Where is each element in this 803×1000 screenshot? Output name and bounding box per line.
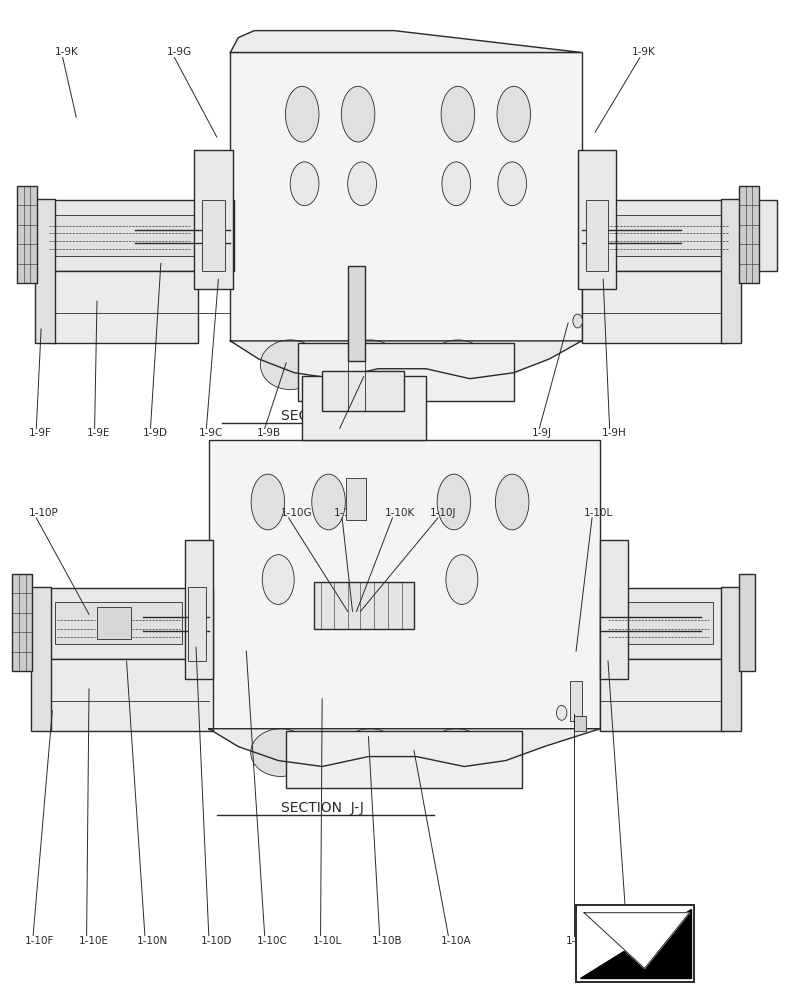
Text: 1-10C: 1-10C (256, 936, 287, 946)
Text: 1-9H: 1-9H (601, 428, 626, 438)
Text: 1-10L: 1-10L (312, 936, 341, 946)
Ellipse shape (285, 86, 319, 142)
Bar (194, 150, 232, 289)
Text: 1-10H: 1-10H (334, 508, 365, 518)
Bar (47, 215, 194, 256)
Text: 1-9K: 1-9K (631, 47, 655, 57)
Text: 1-9K: 1-9K (55, 47, 79, 57)
Text: 1-9C: 1-9C (198, 428, 222, 438)
Text: SECTION  I-I: SECTION I-I (280, 409, 363, 423)
Bar (202, 200, 225, 271)
Text: SECTION  J-J: SECTION J-J (280, 801, 363, 815)
Ellipse shape (260, 340, 320, 390)
Text: 1-10P: 1-10P (28, 508, 58, 518)
Bar (35, 200, 234, 271)
Ellipse shape (441, 86, 474, 142)
Polygon shape (230, 31, 581, 52)
Bar (581, 200, 777, 271)
Bar (49, 588, 213, 659)
Ellipse shape (573, 314, 581, 328)
Ellipse shape (497, 162, 526, 206)
Text: 1-9A: 1-9A (332, 428, 356, 438)
Ellipse shape (290, 162, 319, 206)
Ellipse shape (446, 555, 477, 604)
Bar (599, 588, 727, 659)
Ellipse shape (262, 555, 294, 604)
Bar (720, 199, 740, 343)
Polygon shape (579, 909, 690, 978)
Ellipse shape (312, 474, 344, 530)
Bar (599, 540, 627, 679)
Text: 1-10A: 1-10A (440, 936, 471, 946)
Text: 1-10R: 1-10R (565, 936, 596, 946)
Text: 1-10M: 1-10M (618, 936, 650, 946)
Bar (55, 602, 182, 644)
Bar (185, 540, 213, 679)
Bar (35, 199, 55, 343)
Text: 1-10L: 1-10L (583, 508, 613, 518)
Bar (581, 271, 724, 343)
Polygon shape (230, 341, 581, 379)
Ellipse shape (340, 729, 400, 776)
Bar (17, 186, 37, 283)
Bar (585, 215, 732, 256)
Ellipse shape (495, 474, 528, 530)
Bar (577, 150, 615, 289)
Ellipse shape (251, 729, 310, 776)
Bar (286, 731, 521, 788)
Bar (605, 602, 712, 644)
Bar (31, 587, 51, 731)
Text: 1-9D: 1-9D (142, 428, 167, 438)
Text: 1-10F: 1-10F (25, 936, 55, 946)
Bar (97, 607, 130, 639)
Ellipse shape (442, 162, 470, 206)
Bar (298, 343, 513, 401)
Ellipse shape (496, 86, 530, 142)
Polygon shape (209, 729, 599, 767)
Ellipse shape (341, 86, 374, 142)
Text: 1-9G: 1-9G (166, 47, 191, 57)
Ellipse shape (556, 705, 566, 720)
Text: 1-10J: 1-10J (430, 508, 456, 518)
Bar (599, 659, 723, 731)
Ellipse shape (427, 340, 487, 390)
Bar (569, 681, 581, 721)
Bar (347, 266, 365, 361)
Bar (345, 478, 365, 520)
Bar (575, 905, 693, 982)
Bar (188, 587, 206, 661)
Text: 1-10G: 1-10G (280, 508, 312, 518)
Bar (49, 659, 213, 731)
Bar (738, 186, 758, 283)
Polygon shape (583, 913, 689, 968)
Bar (12, 574, 32, 671)
Ellipse shape (251, 474, 284, 530)
Bar (51, 271, 198, 343)
Text: 1-10K: 1-10K (384, 508, 414, 518)
Text: 1-9B: 1-9B (256, 428, 280, 438)
Bar (738, 574, 754, 671)
Ellipse shape (347, 162, 376, 206)
Bar (230, 52, 581, 341)
Ellipse shape (437, 474, 470, 530)
Bar (573, 716, 585, 731)
Bar (209, 440, 599, 729)
Bar (720, 587, 740, 731)
Text: 1-9J: 1-9J (531, 428, 551, 438)
Ellipse shape (426, 729, 486, 776)
Text: 1-10N: 1-10N (137, 936, 168, 946)
Bar (322, 371, 403, 410)
Text: 1-10D: 1-10D (201, 936, 232, 946)
Text: 1-10B: 1-10B (371, 936, 402, 946)
Bar (314, 582, 414, 629)
Text: 1-9E: 1-9E (87, 428, 110, 438)
Text: 1-10E: 1-10E (79, 936, 108, 946)
Bar (585, 200, 607, 271)
Text: 1-9F: 1-9F (28, 428, 51, 438)
Ellipse shape (340, 340, 400, 390)
Bar (302, 376, 426, 440)
